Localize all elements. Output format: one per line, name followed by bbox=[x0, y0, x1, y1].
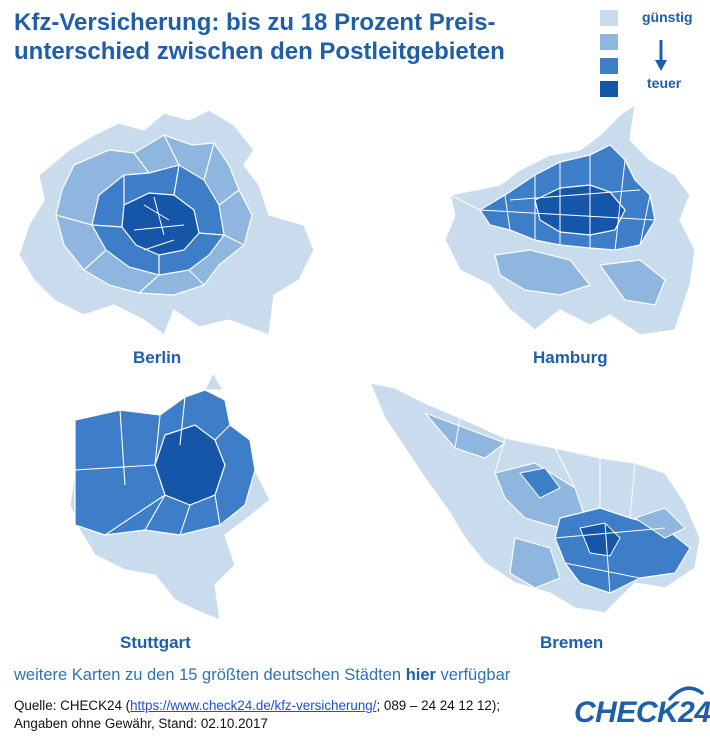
city-label-bremen: Bremen bbox=[540, 633, 604, 652]
more-maps-prefix: weitere Karten zu den 15 größten deutsch… bbox=[14, 666, 406, 684]
map-bremen bbox=[365, 378, 705, 623]
source-note: Quelle: CHECK24 (https://www.check24.de/… bbox=[14, 697, 500, 733]
map-hamburg bbox=[440, 100, 700, 340]
source-suffix: ; 089 – 24 24 12 12); bbox=[376, 698, 501, 713]
more-maps-text: weitere Karten zu den 15 größten deutsch… bbox=[14, 666, 510, 685]
source-line-1: Quelle: CHECK24 (https://www.check24.de/… bbox=[14, 697, 500, 715]
title-line-1: Kfz-Versicherung: bis zu 18 Prozent Prei… bbox=[14, 9, 496, 36]
map-berlin bbox=[14, 105, 324, 340]
price-legend: günstig teuer bbox=[600, 8, 705, 98]
legend-swatch-4 bbox=[600, 81, 618, 97]
check24-swoosh-icon bbox=[668, 686, 704, 701]
page-title: Kfz-Versicherung: bis zu 18 Prozent Prei… bbox=[14, 8, 574, 66]
source-url-link[interactable]: https://www.check24.de/kfz-versicherung/ bbox=[130, 698, 377, 713]
legend-swatch-2 bbox=[600, 34, 618, 50]
arrow-down-icon bbox=[655, 40, 667, 71]
source-prefix: Quelle: CHECK24 ( bbox=[14, 698, 131, 713]
legend-swatch-1 bbox=[600, 10, 618, 26]
title-line-2: unterschied zwischen den Postleitgebiete… bbox=[14, 38, 505, 65]
more-maps-link[interactable]: hier bbox=[405, 666, 436, 684]
map-stuttgart bbox=[65, 371, 285, 625]
legend-label-high: teuer bbox=[647, 75, 682, 91]
legend-swatch-3 bbox=[600, 58, 618, 74]
city-label-hamburg: Hamburg bbox=[533, 348, 608, 367]
city-label-stuttgart: Stuttgart bbox=[120, 633, 191, 652]
city-label-berlin: Berlin bbox=[133, 348, 182, 367]
check24-logo: CHECK24 bbox=[574, 696, 710, 729]
legend-label-low: günstig bbox=[642, 9, 693, 25]
more-maps-suffix: verfügbar bbox=[435, 666, 511, 684]
source-line-2: Angaben ohne Gewähr, Stand: 02.10.2017 bbox=[14, 716, 268, 731]
